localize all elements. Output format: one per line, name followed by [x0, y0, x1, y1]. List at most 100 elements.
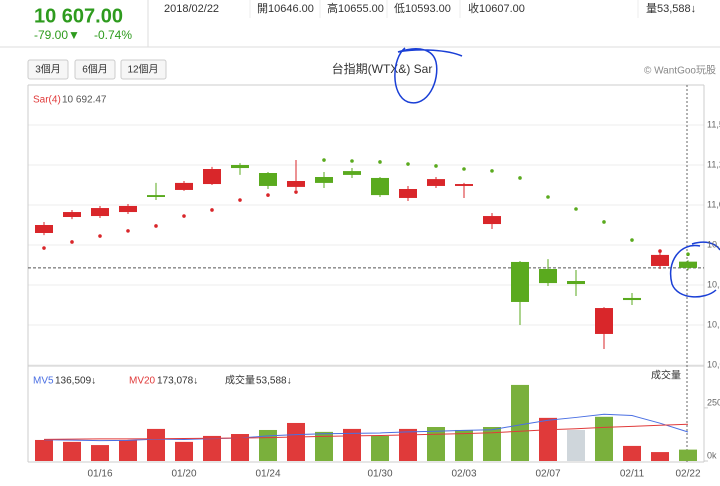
- candle-body: [147, 195, 165, 197]
- legend-value: 136,509↓: [55, 376, 96, 387]
- sar-dot: [350, 159, 354, 163]
- volume-bar: [455, 429, 473, 461]
- change-pct: -0.74%: [94, 28, 132, 42]
- candle-body: [567, 281, 585, 285]
- volume-bar: [315, 431, 333, 461]
- sar-dot: [574, 207, 578, 211]
- volume-bar: [427, 427, 445, 461]
- range-label[interactable]: 6個月: [82, 63, 108, 76]
- sar-value: 10 692.47: [62, 95, 107, 106]
- volume-bar: [63, 441, 81, 461]
- candle-body: [91, 208, 109, 217]
- volume-bar: [343, 428, 361, 461]
- y-tick-label: 10,250: [707, 319, 720, 329]
- volume-bar: [539, 417, 557, 461]
- moving-average-line: [43, 423, 689, 440]
- x-tick-label: 01/20: [171, 469, 196, 480]
- x-tick-label: 01/24: [255, 469, 280, 480]
- candle-body: [651, 254, 669, 266]
- candle-body: [595, 308, 613, 334]
- close: 收10607.00: [468, 1, 525, 15]
- y-tick-label: 10,500: [707, 279, 720, 289]
- y-tick-label: 10,000: [707, 359, 720, 369]
- candle-body: [35, 225, 53, 233]
- volume-bar: [147, 428, 165, 461]
- annotation-circle: [669, 241, 720, 298]
- x-tick-label: 01/30: [367, 469, 392, 480]
- range-label[interactable]: 12個月: [127, 63, 158, 76]
- volume-bar: [371, 435, 389, 461]
- legend-name: MV5: [33, 376, 54, 387]
- sar-dot: [602, 220, 606, 224]
- sar-dot: [518, 176, 522, 180]
- panel-title: 成交量: [651, 369, 681, 382]
- volume-bar: [567, 429, 585, 461]
- sar-dot: [630, 238, 634, 242]
- x-tick-label: 02/22: [675, 469, 700, 480]
- sar-dot: [546, 195, 550, 199]
- date: 2018/02/22: [164, 3, 219, 15]
- candle-body: [315, 177, 333, 183]
- sar-dot: [98, 234, 102, 238]
- volume-bar: [231, 434, 249, 461]
- x-tick-label: 02/11: [620, 469, 645, 480]
- legend-name: 成交量: [225, 374, 255, 387]
- range-label[interactable]: 3個月: [35, 63, 61, 76]
- volume-bar: [483, 427, 501, 461]
- volume-bar: [119, 439, 137, 461]
- candle-body: [231, 165, 249, 169]
- volume-bar: [399, 428, 417, 461]
- sar-dot: [42, 246, 46, 250]
- legend-value: 173,078↓: [157, 376, 198, 387]
- candle-body: [287, 181, 305, 187]
- sar-dot: [378, 160, 382, 164]
- candle-body: [371, 177, 389, 196]
- sar-dot: [490, 169, 494, 173]
- candle-body: [175, 182, 193, 190]
- sar-dot: [686, 252, 690, 257]
- candle-body: [623, 297, 641, 301]
- sar-dot: [70, 240, 74, 244]
- volume-bar: [175, 441, 193, 461]
- high: 高10655.00: [327, 1, 384, 15]
- change: -79.00▼: [34, 28, 80, 42]
- annotation-circle: [394, 47, 463, 104]
- volume-bar: [259, 429, 277, 461]
- candle-body: [511, 261, 529, 302]
- volume-bar: [203, 435, 221, 461]
- candle-body: [203, 169, 221, 185]
- price: 10 607.00: [34, 5, 123, 27]
- open: 開10646.00: [257, 2, 314, 15]
- sar-dot: [294, 190, 298, 194]
- volume-bar: [651, 452, 669, 461]
- candle-body: [427, 179, 445, 186]
- sar-dot: [126, 229, 130, 233]
- x-tick-label: 02/03: [451, 469, 476, 480]
- range-button[interactable]: [74, 59, 116, 80]
- y-tick-label: 11,000: [707, 199, 720, 209]
- y-tick-label: 0k: [707, 450, 717, 460]
- sar-dot: [266, 193, 270, 197]
- legend-value: 53,588↓: [256, 376, 292, 387]
- sar-name: Sar(4): [33, 95, 61, 106]
- candle-body: [483, 216, 501, 225]
- x-tick-label: 01/16: [87, 469, 112, 480]
- candle-body: [679, 261, 697, 268]
- sar-dot: [154, 224, 158, 228]
- y-tick-label: 11,250: [707, 159, 720, 169]
- range-button[interactable]: [120, 59, 167, 80]
- candle-body: [63, 212, 81, 217]
- legend-name: MV20: [129, 376, 156, 387]
- candle-body: [455, 184, 473, 186]
- volume-bar: [595, 416, 613, 461]
- range-button[interactable]: [27, 59, 69, 80]
- candle-body: [343, 171, 361, 175]
- chart-title: 台指期(WTX&) Sar: [332, 61, 433, 76]
- x-tick-label: 02/07: [535, 469, 560, 480]
- volume-bar: [91, 445, 109, 461]
- sar-dot: [434, 164, 438, 168]
- y-tick-label: 250k: [707, 397, 720, 407]
- moving-average-line: [43, 413, 689, 442]
